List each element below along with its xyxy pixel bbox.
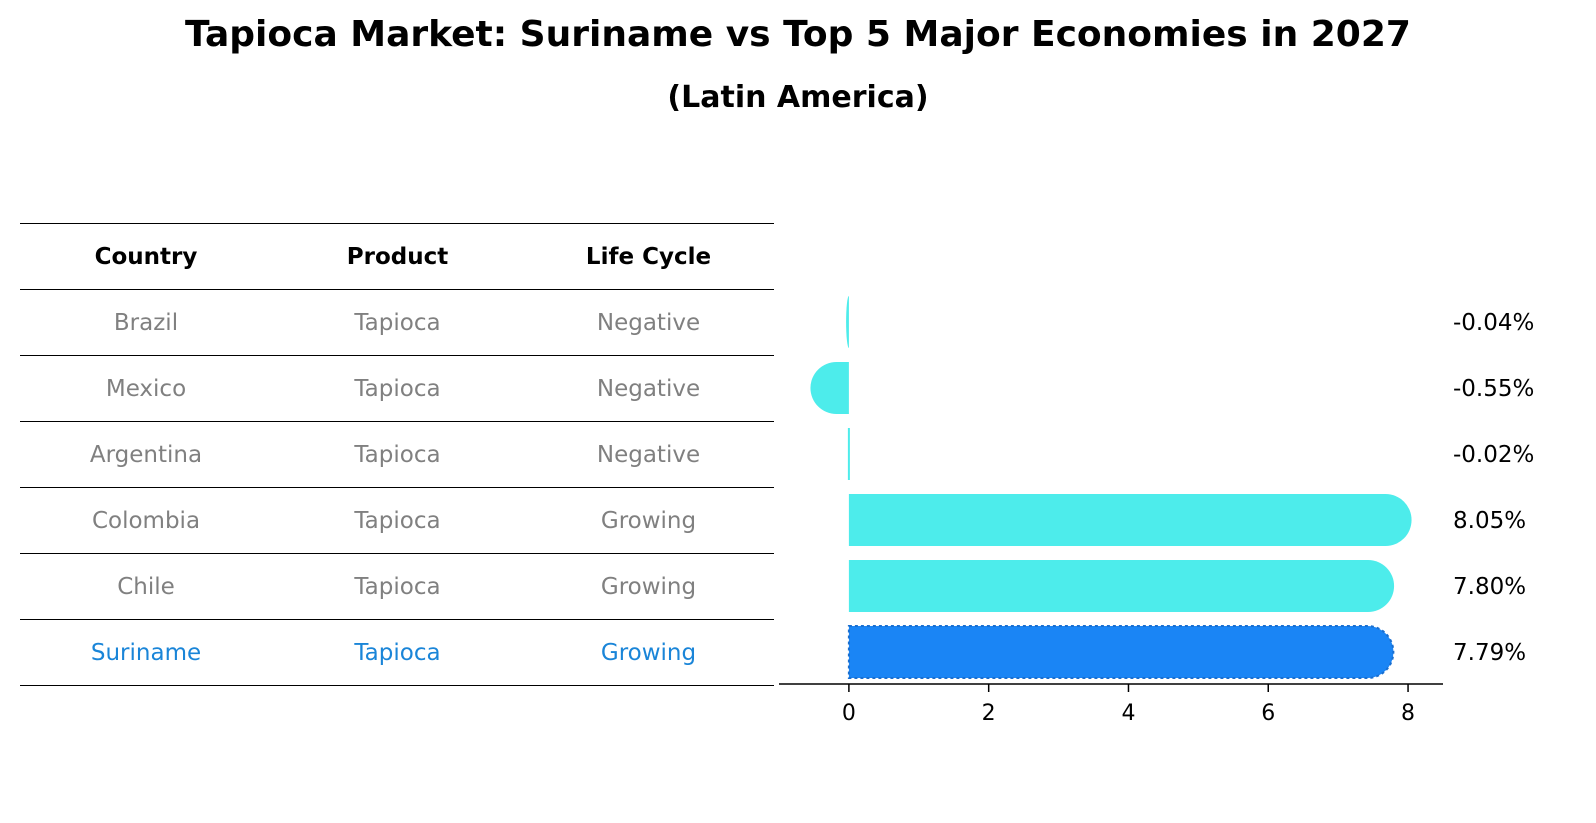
table-row-highlighted: Suriname Tapioca Growing — [20, 619, 774, 686]
cell-life-cycle: Growing — [600, 507, 697, 534]
cell-product: Tapioca — [354, 441, 441, 468]
chart-subtitle: (Latin America) — [667, 80, 929, 115]
header-product: Product — [346, 243, 449, 270]
x-tick-label: 6 — [1261, 701, 1275, 726]
bar-mexico — [810, 362, 849, 414]
table-row: Argentina Tapioca Negative — [20, 421, 774, 487]
cell-life-cycle: Negative — [596, 309, 701, 336]
table-row: Mexico Tapioca Negative — [20, 355, 774, 421]
cell-life-cycle: Growing — [600, 573, 697, 600]
bar-chile — [848, 560, 1395, 612]
bar-suriname — [847, 625, 1395, 679]
value-label: 8.05% — [1453, 508, 1526, 534]
value-label: -0.04% — [1453, 310, 1534, 336]
header-country: Country — [94, 243, 198, 270]
data-table: Country Product Life Cycle Brazil Tapioc… — [20, 223, 774, 686]
table-row: Brazil Tapioca Negative — [20, 289, 774, 355]
cell-country: Suriname — [90, 639, 202, 666]
table-header-row: Country Product Life Cycle — [20, 223, 774, 289]
header-life-cycle: Life Cycle — [585, 243, 712, 270]
bar-colombia — [848, 494, 1412, 546]
x-tick-label: 2 — [982, 701, 996, 726]
cell-product: Tapioca — [354, 573, 441, 600]
bar-brazil — [846, 296, 849, 348]
chart-title: Tapioca Market: Suriname vs Top 5 Major … — [185, 14, 1411, 55]
cell-life-cycle: Negative — [596, 375, 701, 402]
cell-product: Tapioca — [354, 309, 441, 336]
x-tick-label: 4 — [1121, 701, 1135, 726]
cell-country: Colombia — [91, 507, 201, 534]
cell-product: Tapioca — [354, 507, 441, 534]
x-tick-label: 8 — [1401, 701, 1415, 726]
cell-life-cycle: Negative — [596, 441, 701, 468]
table-row: Colombia Tapioca Growing — [20, 487, 774, 553]
value-label: 7.80% — [1453, 574, 1526, 600]
value-label: -0.02% — [1453, 442, 1534, 468]
cell-country: Argentina — [89, 441, 203, 468]
value-label: 7.79% — [1453, 640, 1526, 666]
cell-country: Chile — [117, 573, 175, 600]
cell-country: Mexico — [105, 375, 187, 402]
x-tick-label: 0 — [842, 701, 856, 726]
cell-product: Tapioca — [354, 639, 441, 666]
cell-life-cycle: Growing — [600, 639, 697, 666]
cell-product: Tapioca — [354, 375, 441, 402]
value-label: -0.55% — [1453, 376, 1534, 402]
cell-country: Brazil — [113, 309, 179, 336]
table-row: Chile Tapioca Growing — [20, 553, 774, 619]
bar-argentina — [847, 428, 850, 480]
